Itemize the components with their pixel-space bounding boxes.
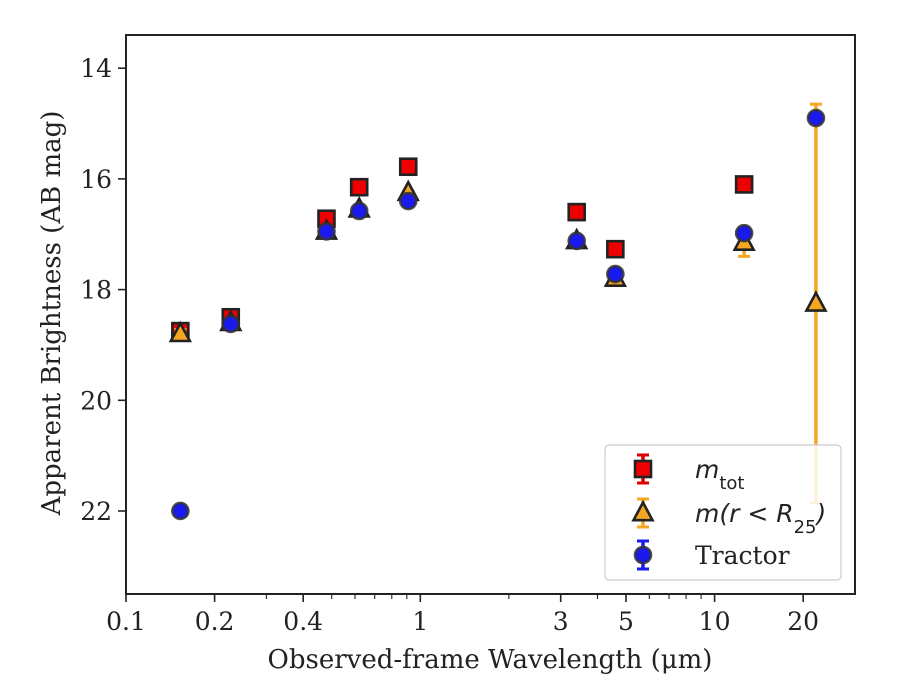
chart-axes: 0.1 0.2 0.4 1 3 5 10 20 14 16 18 20 22: [80, 34, 856, 636]
point-circle: [734, 223, 754, 243]
x-tick-label: 1: [412, 607, 428, 636]
y-tick-label: 16: [80, 165, 112, 194]
y-tick-label: 20: [80, 386, 112, 415]
point-triangle: [168, 320, 193, 343]
x-tick-label: 20: [787, 607, 819, 636]
legend-label: m(r < R25): [695, 499, 826, 538]
legend-marker-square: [633, 459, 653, 479]
series-circle: [171, 108, 826, 521]
point-square: [398, 157, 418, 177]
point-square: [734, 175, 754, 194]
point-circle: [349, 201, 369, 221]
plot-frame: [125, 34, 856, 595]
x-tick-label: 0.2: [195, 607, 235, 636]
point-square: [606, 239, 625, 259]
point-square: [567, 202, 587, 222]
x-tick-label: 10: [699, 607, 731, 636]
x-tick-label: 0.4: [283, 607, 323, 636]
legend-marker-circle: [633, 545, 653, 565]
y-tick-label: 14: [80, 54, 112, 83]
x-tick-label: 3: [553, 607, 569, 636]
legend: mtot m(r < R25) Tractor: [604, 444, 842, 581]
point-circle: [567, 231, 587, 251]
legend-label: Tractor: [695, 541, 790, 570]
point-circle: [806, 108, 826, 128]
y-tick-label: 18: [80, 276, 112, 305]
legend-entry: Tractor: [633, 539, 790, 571]
x-tick-label: 0.1: [106, 607, 146, 636]
legend-entry: m(r < R25): [631, 497, 826, 538]
x-tick-label: 5: [618, 607, 634, 636]
point-circle: [606, 264, 625, 284]
series-triangle: [168, 102, 828, 505]
legend-marker-triangle: [631, 499, 655, 522]
point-square: [349, 177, 369, 197]
legend-box: [604, 444, 842, 581]
legend-label: mtot: [695, 455, 745, 494]
y-axis-label: Apparent Brightness (AB mag): [37, 111, 67, 517]
point-triangle: [804, 290, 828, 312]
point-circle: [317, 222, 336, 241]
legend-entry: mtot: [633, 453, 745, 494]
point-circle: [171, 501, 190, 521]
series-square: [171, 157, 754, 341]
y-tick-label: 22: [80, 497, 112, 526]
point-circle: [221, 314, 241, 334]
chart-marks: [168, 102, 828, 521]
point-circle: [398, 191, 418, 211]
x-axis-label: Observed-frame Wavelength (μm): [268, 645, 713, 675]
